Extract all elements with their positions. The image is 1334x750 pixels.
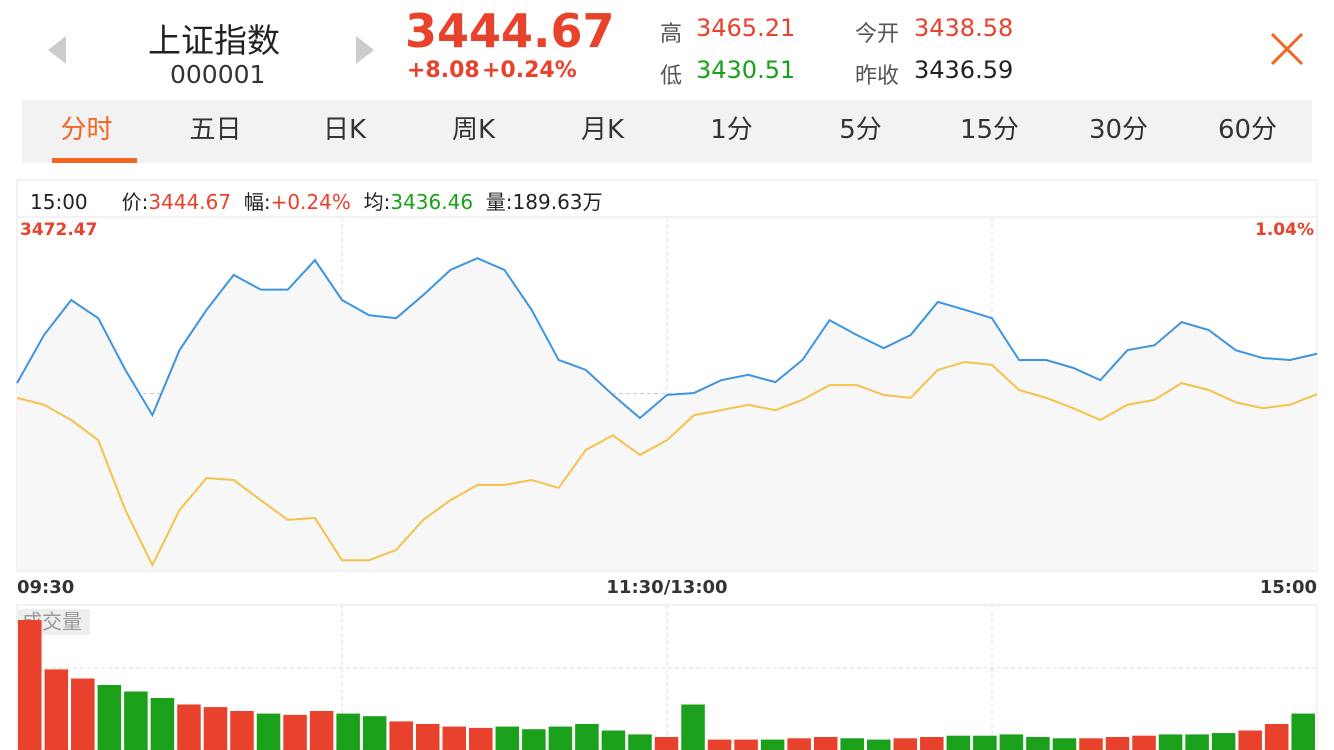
prev-label: 昨收 [855,64,900,89]
volume-bar [203,707,228,750]
info-row: 15:00 价:3444.67 幅:+0.24% 均:3436.46 量:189.… [30,186,603,215]
y-tick-label: 3472.47 [20,220,97,240]
volume-bar [681,704,705,750]
volume-bar [18,620,42,750]
close-button[interactable] [1270,32,1304,66]
volume-bar [150,698,175,750]
info-price: 3444.67 [148,190,232,214]
info-avg-label: 均: [363,190,391,214]
tab[interactable]: 5分 [839,115,882,145]
volume-bar [469,727,493,750]
volume-bar [230,711,254,750]
price-area [17,258,1317,570]
volume-bar [628,734,652,750]
volume-bar [415,724,440,750]
volume-bar [44,669,69,750]
info-time: 15:00 [30,190,88,214]
volume-bar [522,729,546,750]
low: 3430.51 [696,56,796,84]
volume-bar [71,678,95,750]
volume-bar [1185,734,1209,750]
index-name: 上证指数 [148,21,280,60]
open-label: 今开 [855,22,900,47]
volume-bar [973,735,997,750]
high-label: 高 [660,22,683,47]
volume-bar [575,724,599,750]
volume-bar [442,726,467,750]
volume-bar [787,738,811,750]
tab[interactable]: 月K [580,115,625,145]
info-avg: 3436.46 [390,190,474,214]
prev-arrow[interactable] [48,36,66,64]
volume-bar [177,704,201,750]
info-pct: +0.24% [270,190,351,214]
volume-bar [495,726,520,750]
tab[interactable]: 60分 [1217,115,1278,145]
volume-bar [920,737,944,750]
volume-bar [1105,737,1130,750]
index-code: 000001 [170,60,266,89]
volume-bar [283,714,307,750]
change-pct: +0.24% [482,58,577,83]
volume-bar [1026,737,1050,750]
tab-bar: 分时 五日 日K 周K 月K 1分 5分 15分 30分 60分 [22,100,1312,163]
volume-bar [1291,713,1315,750]
volume-bar [601,730,626,750]
volume-bar [813,737,838,750]
tab[interactable]: 30分 [1088,115,1149,145]
volume-bar [548,726,573,750]
info-vol: 189.63万 [512,190,603,214]
volume-bar [840,738,864,750]
volume-bar [1211,733,1236,750]
header-icons [48,32,1304,66]
volume-bar [97,685,122,750]
open: 3438.58 [914,14,1014,42]
tab[interactable]: 分时 [22,100,151,163]
volume-bar [893,738,918,750]
tab[interactable]: 15分 [959,115,1020,145]
low-label: 低 [660,64,683,89]
volume-bar [654,737,679,750]
series-line [16,257,1318,420]
volume-bar [760,739,785,750]
volume-bar [1079,738,1103,750]
volume-bar [1158,734,1183,750]
x-tick-label: 09:30 [17,577,74,598]
info-pct-label: 幅: [243,190,271,214]
volume-bar [1238,730,1262,750]
volume-bar [999,734,1024,750]
x-tick-label: 11:30/13:00 [606,577,727,598]
volume-bar [866,739,891,750]
volume-bar [389,721,413,750]
volume-bar [336,713,360,750]
volume-bar [309,711,334,750]
y2-tick-label: 1.04% [1255,220,1314,240]
tab[interactable]: 五日 [189,115,242,145]
prev: 3436.59 [914,56,1014,84]
change: +8.08 [407,58,480,83]
x-tick-label: 15:00 [1260,577,1317,598]
volume-bar [124,691,148,750]
volume-bar [1264,724,1289,750]
tab[interactable]: 周K [451,115,496,145]
volume-bar [1052,738,1077,750]
info-vol-label: 量: [485,190,513,214]
next-arrow[interactable] [356,36,374,64]
series-line [16,360,1318,568]
tab[interactable]: 日K [322,115,367,145]
info-price-label: 价: [121,190,149,214]
price: 3444.67 [405,4,615,58]
volume-bar [1132,735,1156,750]
tab[interactable]: 1分 [710,115,753,145]
volume-bar [256,713,281,750]
volume-bar [362,716,387,750]
volume-bar [734,739,758,750]
volume-bar [707,739,732,750]
volume-bar [946,735,971,750]
high: 3465.21 [696,14,796,42]
